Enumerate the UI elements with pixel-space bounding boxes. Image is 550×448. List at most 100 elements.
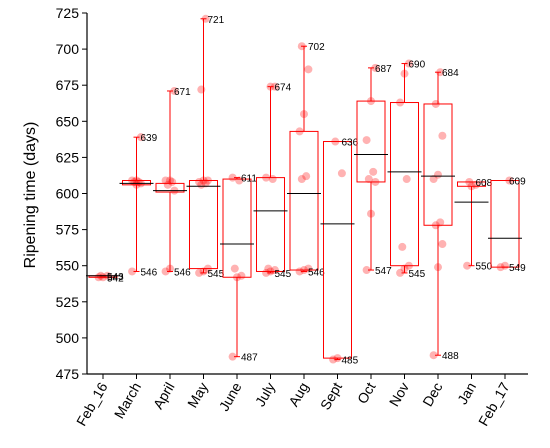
box-May: 721 545 bbox=[186, 14, 225, 280]
x-tick-label: Dec bbox=[419, 380, 445, 410]
y-tick-label: 550 bbox=[56, 258, 80, 274]
min-label: 546 bbox=[141, 267, 158, 278]
iqr-box bbox=[122, 180, 151, 186]
data-point bbox=[197, 180, 206, 189]
iqr-box bbox=[457, 181, 486, 187]
data-point bbox=[396, 268, 405, 277]
data-point bbox=[429, 175, 438, 184]
min-label: 545 bbox=[409, 269, 426, 280]
data-point bbox=[233, 273, 241, 282]
data-point bbox=[203, 264, 212, 273]
iqr-box bbox=[189, 180, 218, 270]
x-tick-label: June bbox=[216, 379, 245, 413]
data-point bbox=[203, 176, 212, 185]
data-point bbox=[300, 110, 308, 119]
data-point bbox=[362, 266, 371, 275]
data-point bbox=[230, 264, 239, 273]
data-point bbox=[362, 136, 371, 145]
data-point bbox=[396, 98, 405, 107]
data-point bbox=[228, 173, 237, 182]
x-tick-label: Oct bbox=[354, 379, 379, 406]
y-tick-label: 475 bbox=[56, 366, 80, 382]
data-point bbox=[438, 131, 447, 140]
data-point bbox=[329, 355, 338, 364]
data-point bbox=[235, 176, 244, 185]
data-point bbox=[337, 169, 346, 178]
box-Aug: 702 546 bbox=[287, 42, 325, 278]
data-point bbox=[438, 240, 447, 249]
min-label: 547 bbox=[375, 266, 392, 277]
data-point bbox=[367, 97, 375, 106]
data-point bbox=[163, 180, 172, 189]
box-April: 671 546 bbox=[153, 86, 191, 278]
y-tick-label: 625 bbox=[56, 149, 80, 165]
data-point bbox=[304, 264, 313, 273]
y-tick-label: 575 bbox=[56, 222, 80, 238]
data-point bbox=[166, 176, 174, 185]
max-label: 608 bbox=[476, 178, 493, 189]
min-label: 485 bbox=[342, 356, 359, 367]
box-Feb_17: 609 549 bbox=[488, 176, 526, 274]
data-point bbox=[369, 167, 378, 176]
data-point bbox=[266, 267, 275, 276]
data-point bbox=[128, 267, 137, 276]
box-July: 674 545 bbox=[253, 82, 292, 280]
max-label: 639 bbox=[141, 133, 158, 144]
data-point bbox=[262, 268, 271, 277]
y-axis-label: Ripening time (days) bbox=[22, 122, 39, 269]
max-label: 684 bbox=[442, 68, 459, 79]
data-point bbox=[300, 266, 308, 275]
data-point bbox=[302, 172, 311, 181]
data-point bbox=[333, 354, 342, 363]
data-point bbox=[268, 175, 277, 184]
data-point bbox=[398, 242, 407, 251]
max-label: 702 bbox=[308, 42, 325, 53]
data-point bbox=[295, 127, 304, 136]
y-tick-label: 675 bbox=[56, 77, 80, 93]
data-point bbox=[501, 261, 509, 270]
data-point bbox=[199, 267, 208, 276]
data-point bbox=[400, 264, 409, 273]
data-point bbox=[436, 68, 445, 77]
min-label: 542 bbox=[107, 273, 124, 284]
data-point bbox=[237, 271, 246, 280]
data-point bbox=[264, 264, 273, 273]
data-point bbox=[364, 175, 373, 184]
x-tick-label: May bbox=[184, 380, 211, 411]
min-label: 546 bbox=[308, 267, 325, 278]
data-point bbox=[195, 268, 204, 277]
min-label: 545 bbox=[208, 269, 225, 280]
data-point bbox=[270, 266, 279, 275]
data-point bbox=[132, 176, 141, 185]
max-label: 611 bbox=[241, 174, 257, 185]
min-label: 546 bbox=[174, 267, 191, 278]
y-tick-label: 700 bbox=[56, 41, 80, 57]
iqr-box bbox=[155, 182, 185, 193]
max-label: 609 bbox=[509, 177, 526, 188]
max-label: 671 bbox=[174, 87, 191, 98]
data-point bbox=[262, 173, 271, 182]
max-label: 636 bbox=[342, 138, 359, 149]
iqr-box bbox=[256, 177, 285, 272]
box-Nov: 690 545 bbox=[387, 59, 426, 280]
data-point bbox=[496, 263, 505, 272]
min-label: 550 bbox=[476, 262, 493, 273]
data-point bbox=[161, 176, 170, 185]
data-point bbox=[201, 14, 210, 23]
data-point bbox=[297, 175, 306, 184]
data-point bbox=[465, 177, 474, 186]
x-tick-label: April bbox=[150, 380, 178, 412]
min-label: 487 bbox=[241, 353, 258, 364]
data-point bbox=[371, 63, 380, 72]
data-point bbox=[166, 264, 174, 273]
iqr-box bbox=[222, 178, 252, 278]
data-point bbox=[270, 82, 279, 91]
data-point bbox=[331, 137, 340, 146]
max-label: 543 bbox=[107, 272, 124, 283]
y-tick-label: 525 bbox=[56, 294, 80, 310]
data-point bbox=[434, 263, 442, 272]
box-March: 639 546 bbox=[119, 133, 158, 278]
